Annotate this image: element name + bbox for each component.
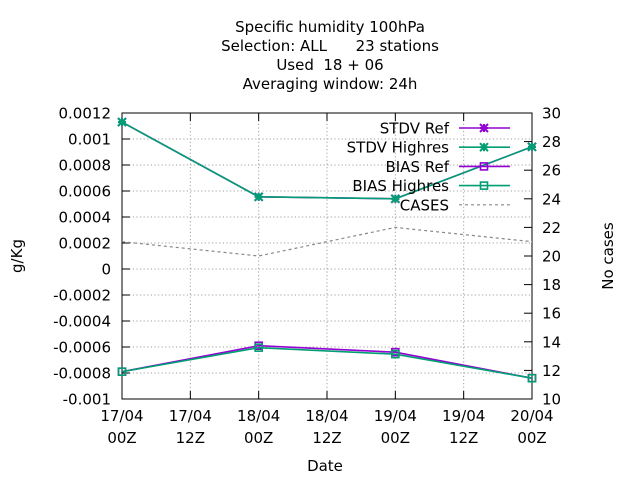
legend-item: CASES: [400, 196, 510, 214]
title-line: Used 18 + 06: [276, 56, 383, 74]
y-tick-label: 0.0008: [59, 157, 112, 175]
y2-tick-label: 20: [542, 248, 561, 266]
x-tick-label-date: 19/04: [442, 407, 485, 425]
y2-tick-label: 28: [542, 133, 561, 151]
series-line: [121, 121, 533, 200]
x-tick-label-date: 20/04: [510, 407, 553, 425]
y2-tick-label: 14: [542, 333, 561, 351]
y2-tick-label: 22: [542, 219, 561, 237]
y-tick-label: 0.0012: [59, 105, 112, 123]
legend-marker: [479, 162, 489, 171]
y-tick-label: 0: [101, 261, 111, 279]
data-point: [117, 117, 127, 127]
series-line: [121, 226, 533, 257]
y-tick-label: 0.0002: [59, 235, 112, 253]
x-tick-label-hour: 12Z: [312, 429, 341, 447]
data-point: [391, 349, 400, 359]
y-tick-label: 0.001: [68, 131, 111, 149]
series-line: [121, 346, 533, 379]
x-tick-label-date: 17/04: [169, 407, 212, 425]
y2-tick-label: 18: [542, 276, 561, 294]
legend-label: BIAS Ref: [385, 158, 449, 176]
y-axis-label: g/Kg: [8, 239, 26, 273]
x-axis: 17/04 00Z 17/04 12Z 18/04 00Z 18/04 12Z 19/04 00Z…: [100, 113, 554, 447]
series-bias-highres: [117, 343, 537, 383]
data-point: [253, 192, 264, 202]
y2-tick-label: 10: [542, 391, 561, 409]
title-line: Averaging window: 24h: [243, 75, 418, 93]
series: [117, 117, 537, 383]
y-tick-label: 0.0006: [59, 183, 112, 201]
y2-tick-label: 12: [542, 362, 561, 380]
series-stdv-highres: [117, 117, 537, 204]
data-point: [527, 373, 537, 383]
data-point: [254, 343, 263, 352]
legend-item: BIAS Highres: [352, 177, 510, 195]
data-point: [117, 367, 127, 377]
x-tick-label-hour: 00Z: [107, 429, 136, 447]
series-cases: [121, 226, 533, 257]
y-tick-label: 0.0004: [59, 209, 112, 227]
legend-item: STDV Ref: [380, 120, 510, 138]
data-point: [527, 142, 537, 152]
y2-axis: 30 28 26 24 22 20 18 16 14 12 10: [524, 105, 561, 409]
y2-tick-label: 16: [542, 305, 561, 323]
x-tick-label-date: 19/04: [374, 407, 417, 425]
y-tick-label: -0.0004: [53, 313, 111, 331]
legend-marker: [479, 123, 489, 133]
x-axis-label: Date: [307, 457, 343, 475]
y-tick-label: -0.001: [63, 391, 111, 409]
x-tick-label-date: 18/04: [237, 407, 280, 425]
data-point: [390, 194, 401, 204]
legend-label: BIAS Highres: [352, 177, 449, 195]
legend-label: STDV Highres: [347, 139, 450, 157]
x-tick-label-hour: 00Z: [517, 429, 546, 447]
legend-label: CASES: [400, 196, 449, 214]
x-tick-label-hour: 00Z: [244, 429, 273, 447]
legend-label: STDV Ref: [380, 120, 450, 138]
title-line: Specific humidity 100hPa: [235, 18, 425, 36]
x-tick-label-date: 18/04: [305, 407, 348, 425]
x-tick-label-date: 17/04: [100, 407, 143, 425]
y2-axis-label: No cases: [599, 222, 617, 290]
x-tick-label-hour: 12Z: [449, 429, 478, 447]
series-line: [121, 344, 533, 379]
y2-tick-label: 24: [542, 190, 561, 208]
x-tick-label-hour: 12Z: [176, 429, 205, 447]
legend-marker: [479, 142, 489, 152]
y-axis: 0.0012 0.001 0.0008 0.0006 0.0004 0.0002 0 -0.0…: [53, 105, 130, 409]
legend-marker: [479, 181, 489, 190]
y2-tick-label: 26: [542, 162, 561, 180]
y-tick-label: -0.0008: [53, 365, 111, 383]
y2-tick-label: 30: [542, 105, 561, 123]
legend-item: STDV Highres: [347, 139, 510, 157]
y-tick-label: -0.0006: [53, 339, 111, 357]
y-tick-label: -0.0002: [53, 287, 111, 305]
legend-item: BIAS Ref: [385, 158, 510, 176]
x-tick-label-hour: 00Z: [381, 429, 410, 447]
title-line: Selection: ALL 23 stations: [221, 37, 439, 55]
